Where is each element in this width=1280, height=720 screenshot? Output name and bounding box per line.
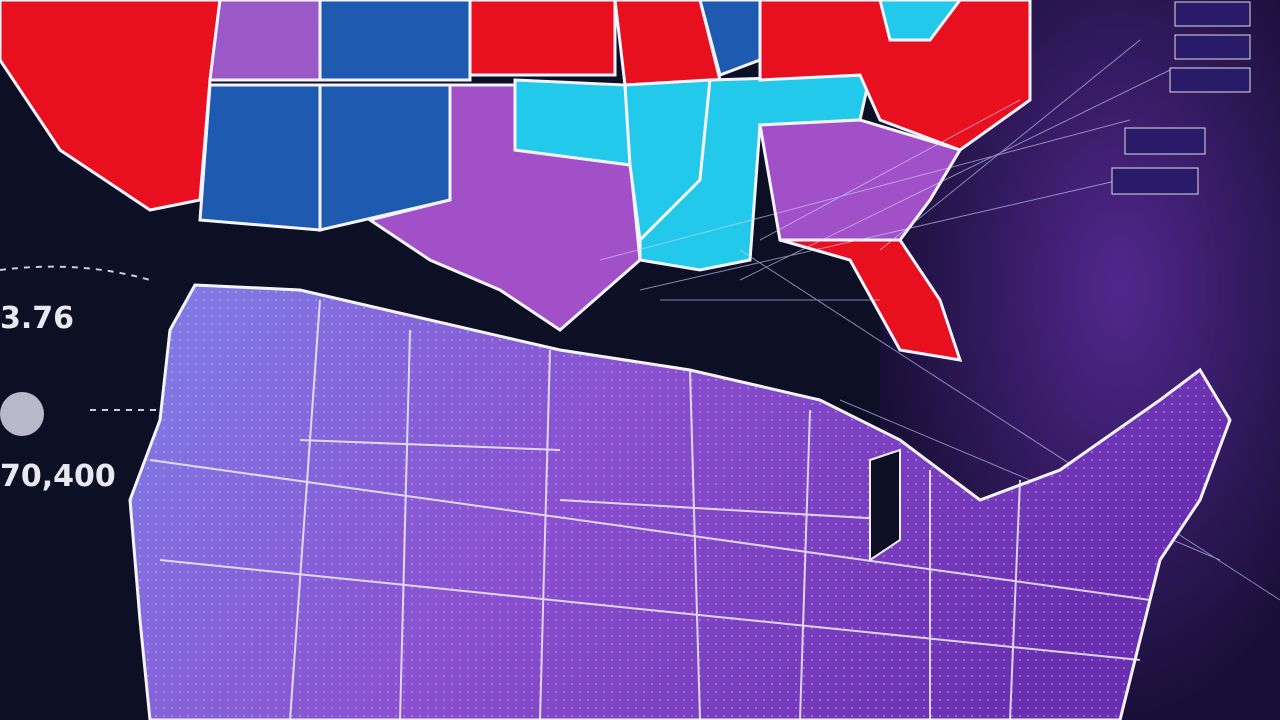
region xyxy=(318,0,472,82)
region xyxy=(638,73,872,272)
borders xyxy=(149,299,1151,720)
stat-value: 70,400 xyxy=(0,459,116,494)
region xyxy=(208,0,322,82)
stat-value: 3.76 xyxy=(0,301,74,336)
region xyxy=(779,238,963,362)
lower-map xyxy=(128,283,1232,720)
landmass-texture xyxy=(130,285,1230,720)
region xyxy=(198,83,322,232)
label-box xyxy=(1111,167,1199,195)
upper-map xyxy=(0,0,1032,362)
lake xyxy=(869,448,901,562)
region xyxy=(513,78,632,167)
left-hud: 3.76 70,400 xyxy=(0,265,160,494)
hud-dial xyxy=(0,392,44,436)
right-labels xyxy=(1111,1,1251,195)
label-box xyxy=(1124,127,1206,155)
label-box xyxy=(1174,1,1251,27)
region xyxy=(468,0,617,77)
label-box xyxy=(1169,67,1251,93)
region xyxy=(758,0,1032,152)
region xyxy=(878,0,962,42)
label-box xyxy=(1174,34,1251,60)
hud-curve xyxy=(0,265,160,411)
